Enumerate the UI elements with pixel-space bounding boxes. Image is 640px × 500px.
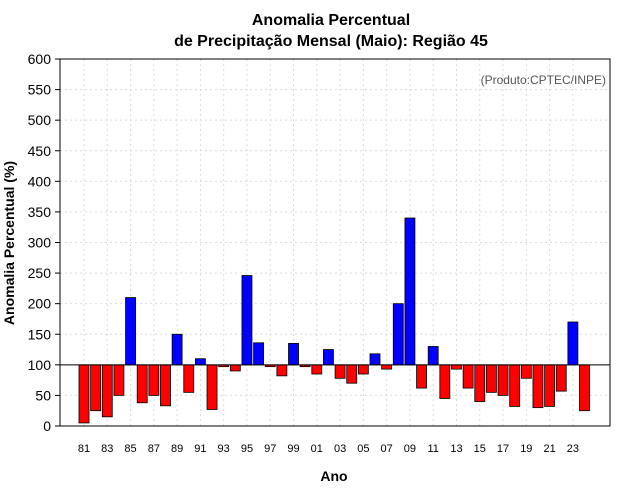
x-tick-label: 95 — [241, 443, 253, 455]
y-tick-label: 550 — [28, 82, 52, 98]
bar-98 — [276, 364, 288, 377]
bar-88 — [160, 364, 171, 407]
bar-18 — [509, 364, 521, 407]
x-tick-label: 09 — [404, 443, 416, 455]
y-axis-label: Anomalia Percentual (%) — [1, 161, 17, 325]
bar-90 — [183, 364, 195, 393]
x-tick-label: 91 — [194, 443, 206, 455]
bar-14 — [462, 364, 474, 389]
bar-83 — [101, 364, 113, 418]
bar-06 — [369, 353, 381, 366]
bar-12 — [439, 364, 451, 399]
x-tick-label: 11 — [427, 443, 438, 455]
bar-19 — [520, 364, 532, 379]
x-tick-label: 89 — [171, 443, 183, 455]
y-tick-label: 400 — [28, 173, 52, 189]
bar-94 — [229, 364, 241, 372]
bar-81 — [78, 364, 90, 424]
bar-99 — [288, 343, 299, 366]
bar-87 — [148, 364, 160, 396]
bar-22 — [555, 364, 567, 392]
bar-95 — [241, 275, 253, 366]
x-tick-label: 81 — [78, 443, 90, 455]
bar-15 — [474, 364, 486, 402]
x-tick-label: 19 — [520, 443, 532, 455]
x-tick-label: 03 — [334, 443, 346, 455]
bar-85 — [125, 297, 136, 366]
bar-02 — [323, 349, 334, 366]
bar-13 — [451, 364, 462, 370]
bar-96 — [253, 342, 265, 366]
bar-05 — [357, 364, 369, 375]
x-tick-label: 07 — [381, 443, 393, 455]
x-tick-label: 93 — [218, 443, 230, 455]
x-tick-label: 05 — [357, 443, 369, 455]
bar-82 — [90, 364, 102, 412]
x-tick-label: 83 — [101, 443, 113, 455]
credit-note: (Produto:CPTEC/INPE) — [481, 73, 606, 87]
bar-92 — [206, 364, 218, 410]
bars — [78, 217, 590, 424]
y-tick-label: 250 — [28, 265, 52, 281]
x-axis: 81 83 85 87 89 91 93 95 97 99 01 03 05 07 09 11 13 15 17 19… — [78, 443, 579, 455]
bar-21 — [544, 364, 555, 407]
x-tick-label: 21 — [543, 443, 555, 455]
x-tick-label: 99 — [287, 443, 299, 455]
bar-86 — [136, 364, 148, 404]
y-tick-label: 150 — [28, 326, 52, 342]
bar-07 — [381, 364, 393, 370]
y-tick-label: 450 — [28, 143, 52, 159]
chart-title-line1: Anomalia Percentual — [252, 12, 410, 29]
bar-09 — [404, 217, 416, 366]
bar-91 — [194, 358, 206, 366]
y-tick-label: 600 — [28, 51, 52, 67]
bar-17 — [497, 364, 509, 396]
y-tick-label: 500 — [28, 112, 52, 128]
x-tick-label: 97 — [264, 443, 276, 455]
y-tick-label: 300 — [28, 235, 52, 251]
y-tick-label: 100 — [28, 357, 52, 373]
x-tick-label: 13 — [450, 443, 462, 455]
bar-20 — [532, 364, 544, 409]
bar-03 — [334, 364, 346, 379]
x-tick-label: 85 — [124, 443, 136, 455]
y-tick-label: 0 — [43, 418, 51, 434]
y-tick-label: 350 — [28, 204, 52, 220]
x-tick-label: 01 — [311, 443, 323, 455]
bar-01 — [311, 364, 323, 375]
y-tick-label: 200 — [28, 296, 52, 312]
y-tick-label: 50 — [35, 387, 51, 403]
x-tick-label: 87 — [148, 443, 160, 455]
bar-24 — [579, 364, 590, 412]
chart-title-line2: de Precipitação Mensal (Maio): Região 45 — [174, 33, 488, 50]
bar-84 — [113, 364, 125, 396]
bar-16 — [485, 364, 497, 393]
bar-11 — [427, 346, 439, 366]
x-axis-label: Ano — [320, 468, 347, 484]
bar-10 — [416, 364, 427, 389]
x-tick-label: 15 — [474, 443, 486, 455]
x-tick-label: 23 — [567, 443, 579, 455]
bar-23 — [567, 321, 579, 366]
x-tick-label: 17 — [497, 443, 509, 455]
bar-04 — [346, 364, 358, 384]
y-axis: 0 50 100 150 200 250 300 350 400 450 500 550 600 — [28, 51, 60, 434]
bar-89 — [171, 333, 183, 366]
bar-08 — [392, 303, 404, 366]
